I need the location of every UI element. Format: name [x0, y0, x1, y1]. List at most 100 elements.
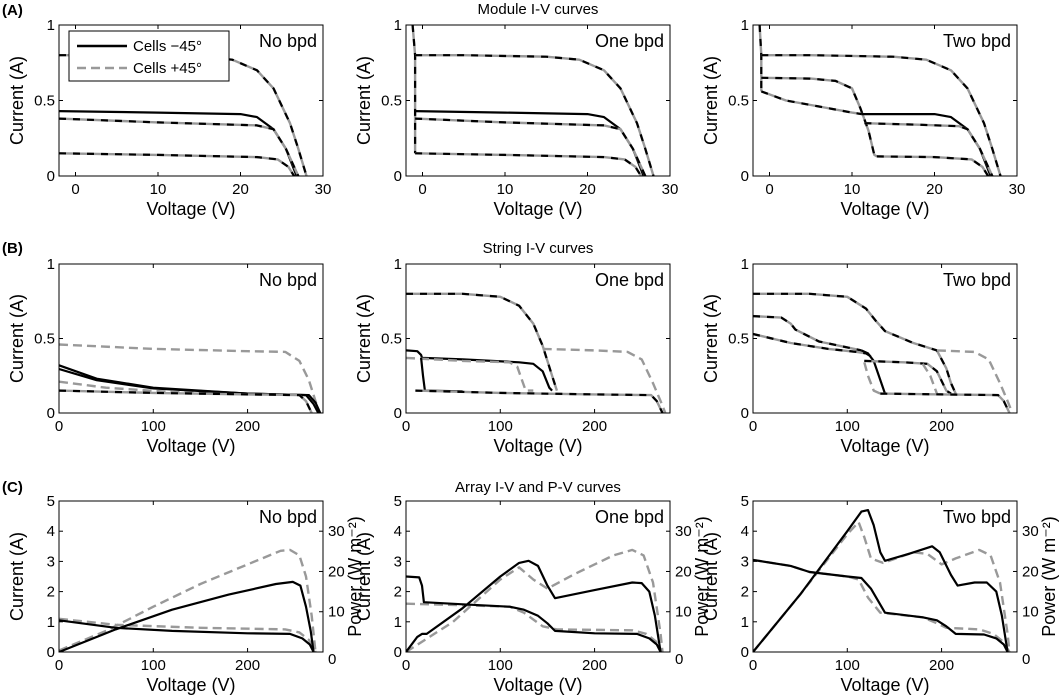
series-line-pos45	[406, 356, 534, 392]
legend-box	[68, 30, 230, 82]
series-line-neg45	[880, 392, 1011, 413]
row-title: Array I-V and P-V curves	[455, 479, 621, 496]
series-line-neg45	[59, 152, 296, 176]
legend-label: Cells −45°	[133, 38, 202, 55]
x-tick-label: 0	[402, 418, 410, 435]
x-tick-label: 100	[488, 418, 513, 435]
y-tick-label: 3	[741, 553, 749, 570]
y-axis-label: Current (A)	[701, 56, 721, 145]
x-tick-label: 20	[926, 181, 943, 198]
x-tick-label: 0	[749, 657, 757, 674]
series-line-pos45	[406, 292, 559, 391]
legend: Cells −45° Cells +45°	[68, 30, 230, 82]
y-right-tick-label: 30	[328, 523, 345, 540]
series-line-neg45	[59, 117, 300, 176]
y-tick-label: 0.5	[728, 331, 749, 348]
panel-B2: 0 100 200 0 0.5 1 Voltage (V) Current (A) One bp…	[354, 256, 671, 456]
series-line-neg45	[753, 292, 957, 395]
series-line-neg45	[864, 359, 952, 395]
series-line-neg45	[760, 90, 863, 116]
y-tick-label: 0	[741, 405, 749, 422]
series-line-neg45	[753, 558, 1009, 652]
y-tick-label: 2	[394, 584, 402, 601]
series-line-pos45	[876, 155, 990, 176]
x-tick-label: 0	[55, 418, 63, 435]
y-tick-label: 5	[47, 493, 55, 510]
series-line-pos45	[59, 617, 317, 652]
panel-annotation: Two bpd	[943, 31, 1011, 51]
y-tick-label: 1	[47, 17, 55, 34]
series-line-neg45	[420, 357, 463, 393]
y-tick-label: 0.5	[728, 93, 749, 110]
y-tick-label: 0	[741, 168, 749, 185]
series-line-neg45	[415, 117, 647, 176]
x-tick-label: 10	[497, 181, 514, 198]
series-line-pos45	[542, 347, 667, 413]
series-line-pos45	[406, 548, 664, 652]
series-line-pos45	[863, 361, 881, 395]
y-right-tick-label: 20	[1022, 563, 1039, 580]
y-axis-label: Current (A)	[354, 532, 374, 621]
x-tick-label: 10	[844, 181, 861, 198]
y-tick-label: 3	[47, 553, 55, 570]
y-tick-label: 5	[741, 493, 749, 510]
series-line-pos45	[880, 392, 1011, 413]
panel-C1: 0 100 200 0 1 2 3 4 5 0 10 20 30 Power (W m⁻²) Voltage…	[7, 493, 365, 695]
x-axis-label: Voltage (V)	[493, 436, 582, 456]
y-tick-label: 3	[394, 553, 402, 570]
y-tick-label: 1	[394, 256, 402, 273]
x-tick-label: 100	[141, 418, 166, 435]
y-right-axis-label: Power (W m⁻²)	[692, 516, 712, 637]
y-tick-label: 0.5	[381, 93, 402, 110]
x-tick-label: 30	[1009, 181, 1026, 198]
x-tick-label: 0	[71, 181, 79, 198]
y-right-tick-label: 0	[328, 651, 336, 668]
x-tick-label: 0	[418, 181, 426, 198]
y-tick-label: 2	[741, 584, 749, 601]
series-line-pos45	[59, 343, 321, 413]
series-line-pos45	[753, 520, 1011, 652]
y-right-axis-label: Power (W m⁻²)	[345, 516, 365, 637]
x-tick-label: 100	[835, 418, 860, 435]
series-line-neg45	[753, 315, 862, 352]
y-tick-label: 1	[47, 614, 55, 631]
x-tick-label: 10	[150, 181, 167, 198]
x-tick-label: 0	[749, 418, 757, 435]
x-tick-label: 30	[315, 181, 332, 198]
y-tick-label: 1	[741, 256, 749, 273]
x-tick-label: 20	[579, 181, 596, 198]
y-tick-label: 0.5	[34, 93, 55, 110]
x-axis-label: Voltage (V)	[493, 199, 582, 219]
y-tick-label: 0	[47, 644, 55, 661]
series-line-neg45	[59, 364, 322, 413]
row-label: (A)	[2, 2, 23, 19]
series-group	[406, 548, 664, 652]
y-tick-label: 2	[47, 584, 55, 601]
y-tick-label: 4	[394, 523, 402, 540]
y-axis-label: Current (A)	[354, 56, 374, 145]
panel-C2: 0 100 200 0 1 2 3 4 5 0 10 20 30 Power (W m⁻²) Voltage…	[354, 493, 712, 695]
panel-B1: 0 100 200 0 0.5 1 Voltage (V) Current (A) No bpd	[7, 256, 324, 456]
series-line-neg45	[415, 152, 643, 176]
x-axis-label: Voltage (V)	[840, 675, 929, 695]
panel-annotation: Two bpd	[943, 507, 1011, 527]
y-tick-label: 5	[394, 493, 402, 510]
series-line-neg45	[406, 292, 558, 391]
y-tick-label: 0.5	[381, 331, 402, 348]
x-tick-label: 30	[662, 181, 679, 198]
panel-annotation: One bpd	[595, 270, 664, 290]
series-line-pos45	[761, 76, 878, 158]
y-tick-label: 0.5	[34, 331, 55, 348]
x-axis-label: Voltage (V)	[493, 675, 582, 695]
series-line-neg45	[753, 509, 1009, 652]
y-axis-label: Current (A)	[7, 532, 27, 621]
y-right-tick-label: 10	[1022, 604, 1039, 621]
series-line-neg45	[860, 349, 887, 394]
series-group	[758, 25, 1002, 176]
x-axis-label: Voltage (V)	[146, 675, 235, 695]
axes-box	[58, 500, 324, 653]
y-right-tick-label: 30	[675, 523, 692, 540]
series-group	[753, 292, 1014, 413]
y-axis-label: Current (A)	[7, 56, 27, 145]
series-line-neg45	[406, 559, 662, 652]
